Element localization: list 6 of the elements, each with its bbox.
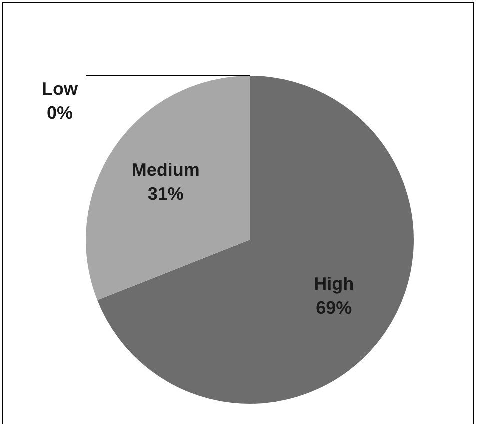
data-label: 31%	[148, 184, 184, 204]
slice-label: High	[314, 274, 354, 294]
text: 0%	[46, 102, 74, 123]
slice-label: Medium	[132, 160, 200, 180]
data-label: 69%	[316, 298, 352, 318]
category-label: Low	[42, 78, 78, 99]
